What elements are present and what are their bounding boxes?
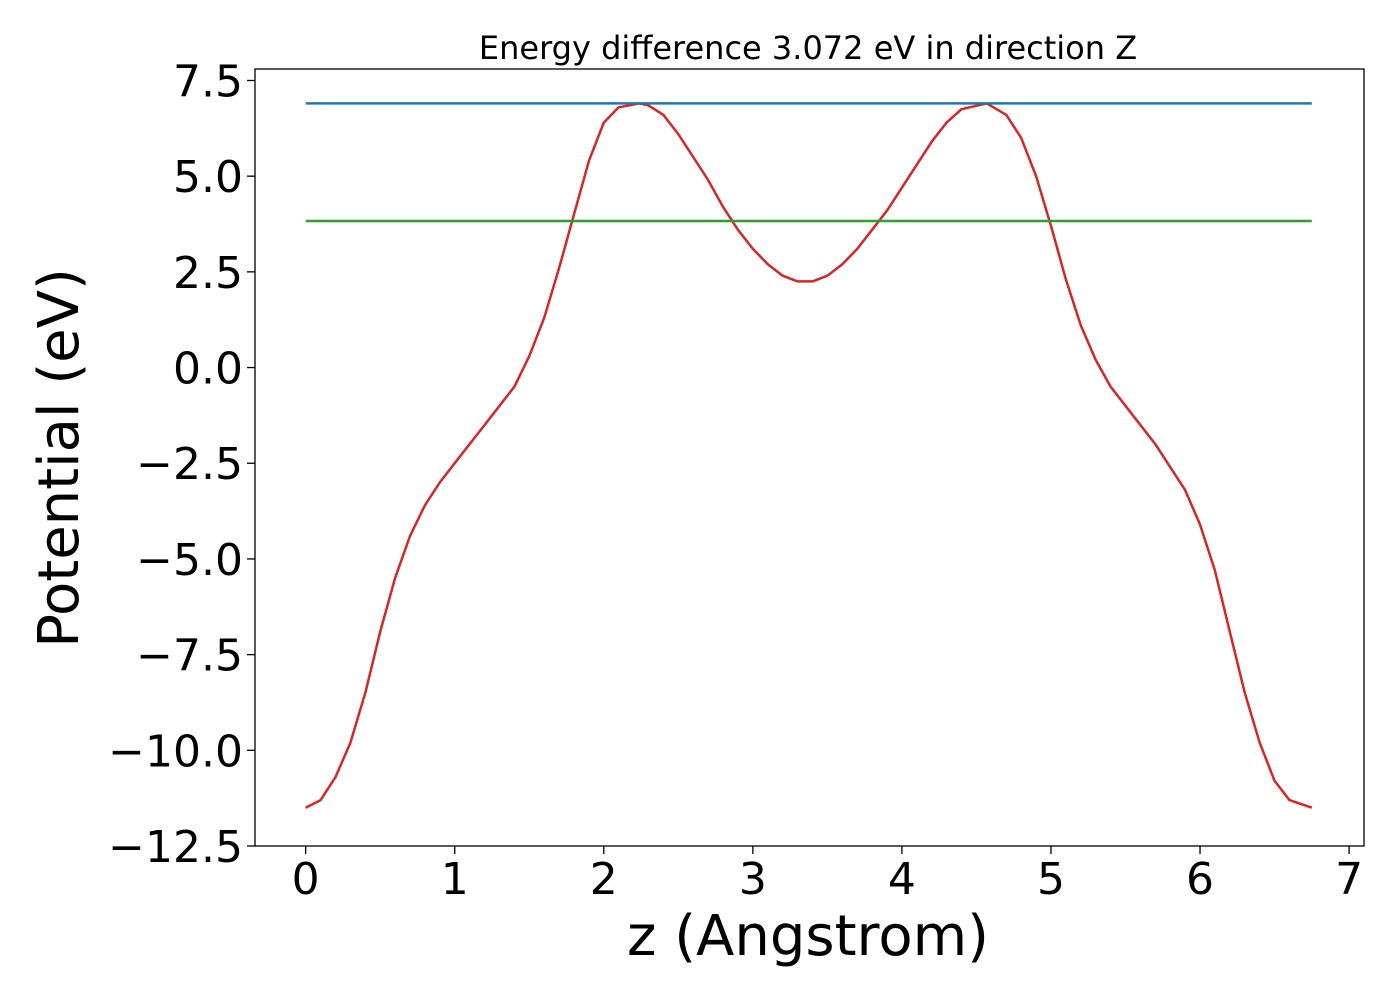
y-tick-label: −5.0 (136, 535, 243, 586)
y-axis-label: Potential (eV) (27, 268, 92, 648)
x-tick-label: 4 (888, 854, 916, 905)
x-tick-label: 0 (292, 854, 320, 905)
y-axis-ticks: 7.5 5.0 2.5 0.0 −2.5 −5.0 −7.5 −10.0 −12.5 (108, 56, 255, 873)
x-axis-ticks: 0 1 2 3 4 5 6 7 (292, 846, 1363, 905)
y-tick-label: 0.0 (173, 344, 243, 395)
plot-area (305, 102, 1313, 809)
chart-title: Energy difference 3.072 eV in direction … (479, 29, 1137, 67)
y-tick-label: −7.5 (136, 631, 243, 682)
plot-frame (254, 68, 1365, 847)
x-axis-label: z (Angstrom) (627, 904, 989, 969)
x-tick-label: 5 (1037, 854, 1065, 905)
x-tick-label: 6 (1186, 854, 1214, 905)
series-line-0 (305, 102, 1313, 809)
x-tick-label: 2 (590, 854, 618, 905)
y-tick-label: 2.5 (173, 248, 243, 299)
y-tick-label: 5.0 (173, 152, 243, 203)
y-tick-label: −2.5 (136, 439, 243, 490)
x-tick-label: 1 (441, 854, 469, 905)
x-tick-label: 3 (739, 854, 767, 905)
y-tick-label: −12.5 (108, 822, 243, 873)
y-tick-label: −10.0 (108, 726, 243, 777)
x-tick-label: 7 (1335, 854, 1363, 905)
y-tick-label: 7.5 (173, 56, 243, 107)
